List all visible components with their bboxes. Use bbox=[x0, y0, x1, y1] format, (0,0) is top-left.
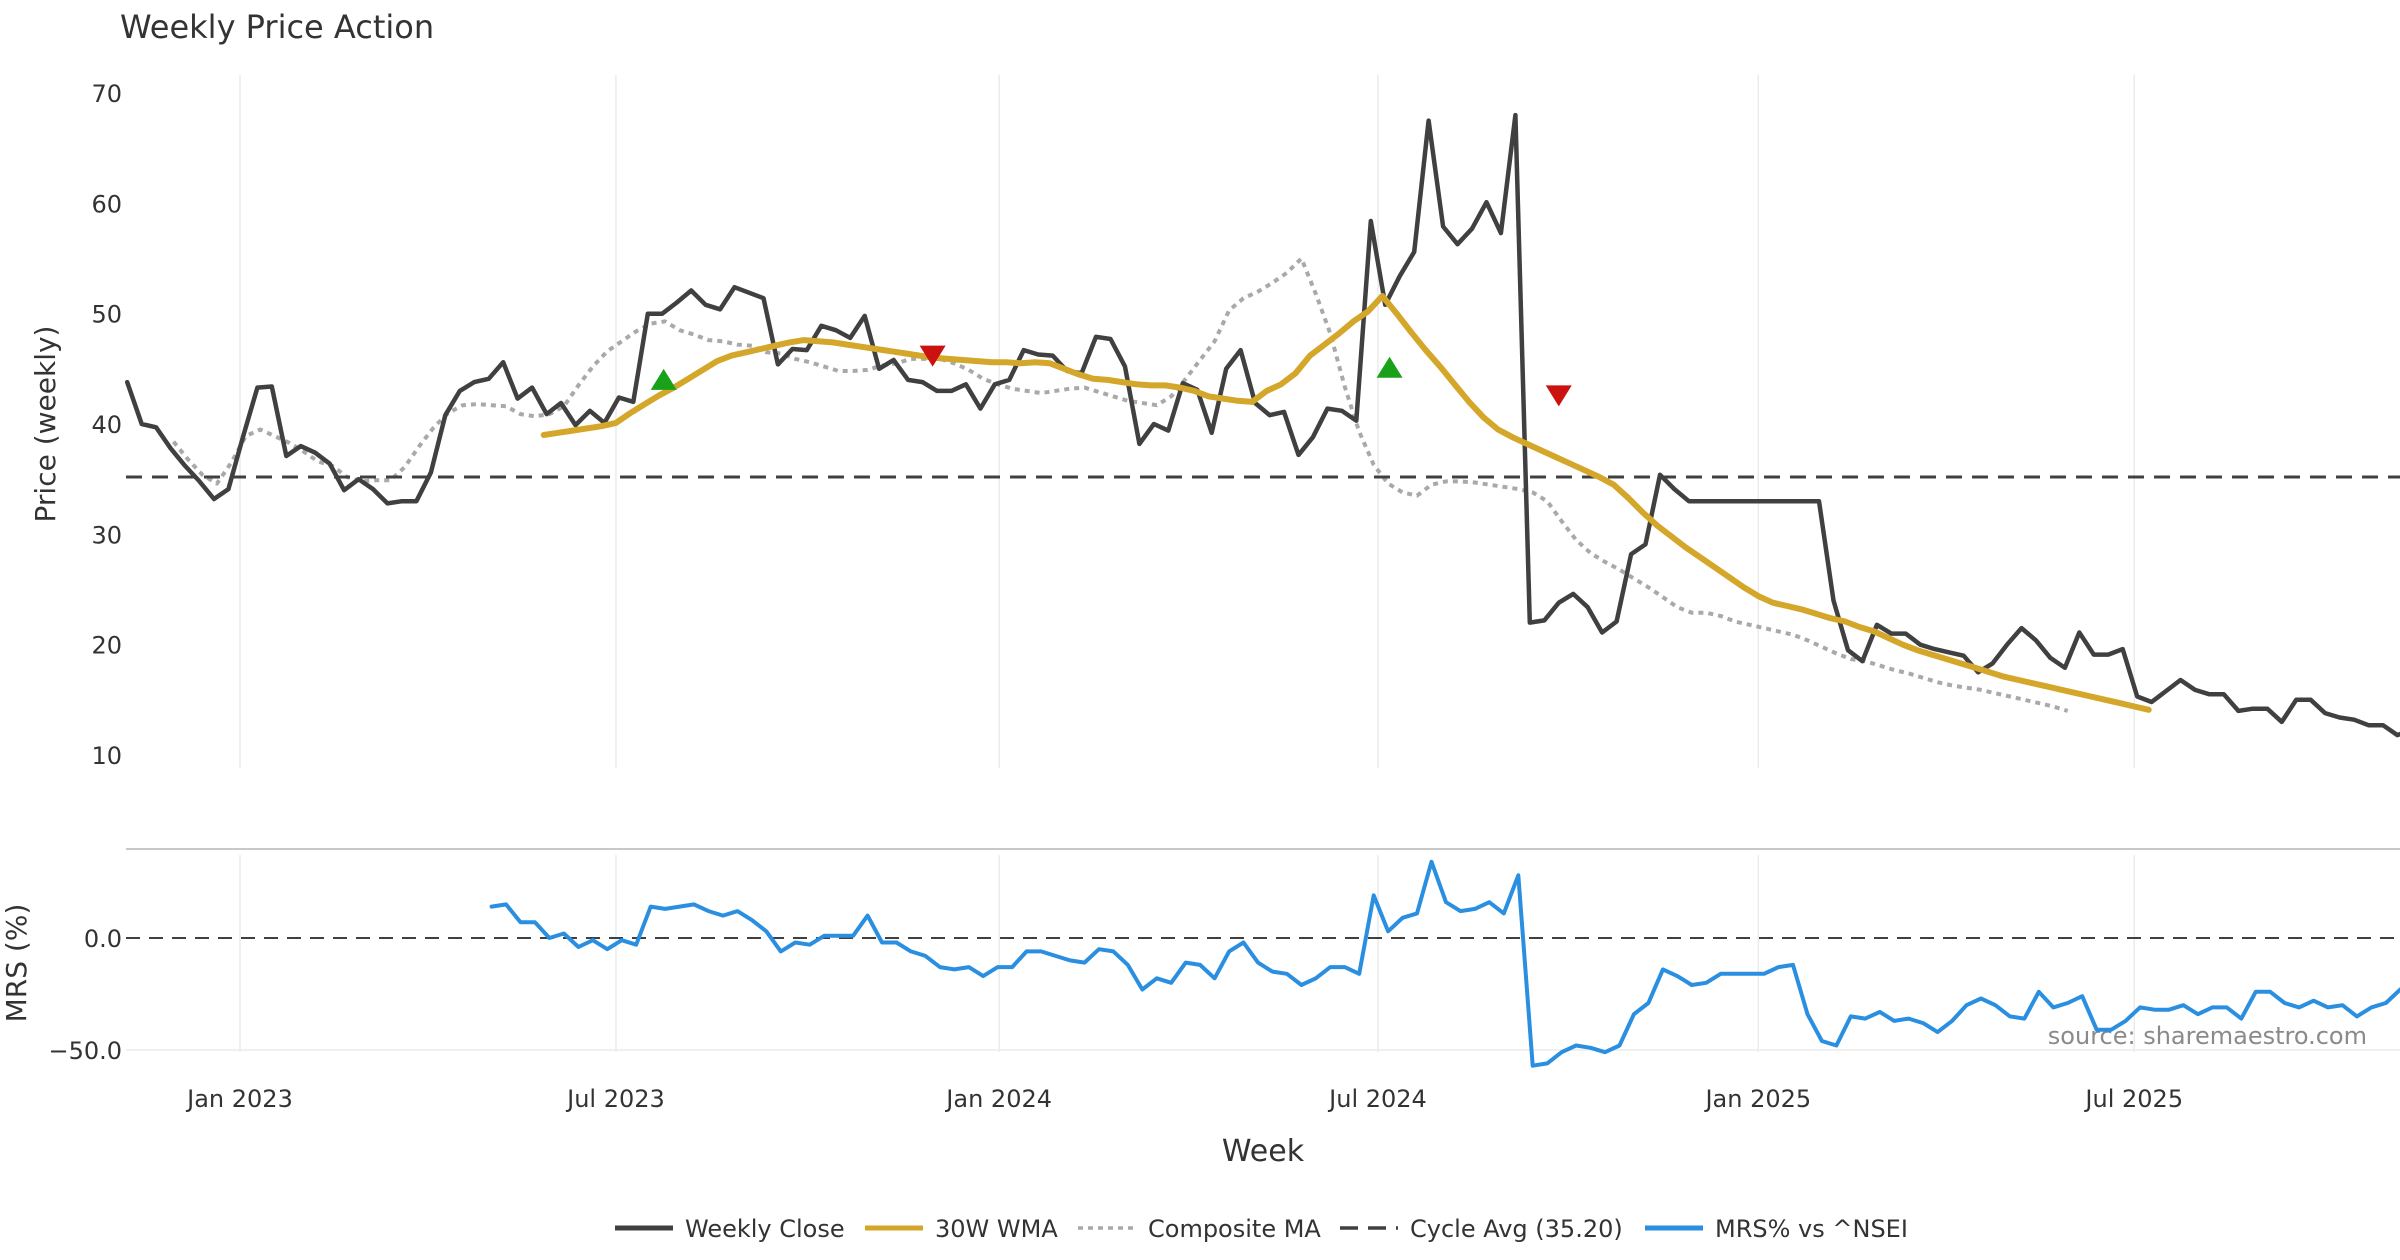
mrs-line bbox=[489, 859, 2400, 1068]
price-y-tick-label: 10 bbox=[91, 742, 122, 770]
buy-signal-marker bbox=[1376, 356, 1403, 378]
signal-markers bbox=[650, 345, 1572, 407]
x-tick-label: Jul 2025 bbox=[2083, 1085, 2183, 1113]
legend-label: MRS% vs ^NSEI bbox=[1715, 1215, 1908, 1243]
sell-signal-marker bbox=[919, 345, 946, 367]
legend: Weekly Close 30W WMA Composite MA Cycle Avg… bbox=[615, 1215, 1908, 1243]
price-series bbox=[124, 112, 2400, 738]
price-grid bbox=[239, 75, 2136, 768]
price-y-tick-label: 70 bbox=[91, 80, 122, 108]
sell-signal-marker bbox=[1545, 385, 1572, 407]
legend-label: Cycle Avg (35.20) bbox=[1410, 1215, 1623, 1243]
chart-title: Weekly Price Action bbox=[120, 8, 434, 46]
price-y-tick-label: 60 bbox=[91, 190, 122, 218]
mrs-y-ticks: 0.0 −50.0 bbox=[48, 925, 122, 1065]
price-y-tick-label: 20 bbox=[91, 632, 122, 660]
source-note: source: sharemaestro.com bbox=[2048, 1022, 2367, 1050]
buy-signal-marker bbox=[650, 368, 677, 390]
x-tick-label: Jan 2024 bbox=[944, 1085, 1052, 1113]
x-tick-label: Jul 2023 bbox=[565, 1085, 665, 1113]
price-y-ticks: 10 20 30 40 50 60 70 bbox=[91, 80, 122, 770]
weekly-close-line bbox=[124, 112, 2400, 738]
mrs-series bbox=[489, 859, 2400, 1068]
x-tick-label: Jan 2023 bbox=[185, 1085, 293, 1113]
legend-label: Weekly Close bbox=[685, 1215, 845, 1243]
x-tick-label: Jul 2024 bbox=[1327, 1085, 1427, 1113]
price-axis-label: Price (weekly) bbox=[29, 326, 62, 523]
price-y-tick-label: 40 bbox=[91, 411, 122, 439]
x-tick-label: Jan 2025 bbox=[1703, 1085, 1811, 1113]
wma-30w-line bbox=[540, 293, 2152, 713]
mrs-y-tick-label: −50.0 bbox=[48, 1037, 122, 1065]
price-y-tick-label: 50 bbox=[91, 301, 122, 329]
legend-label: 30W WMA bbox=[935, 1215, 1058, 1243]
mrs-grid bbox=[126, 855, 2400, 1052]
composite-ma-line bbox=[171, 256, 2069, 713]
mrs-axis-label: MRS (%) bbox=[0, 904, 33, 1023]
legend-label: Composite MA bbox=[1148, 1215, 1321, 1243]
x-axis-label: Week bbox=[1222, 1134, 1305, 1169]
mrs-y-tick-label: 0.0 bbox=[84, 925, 122, 953]
x-axis-ticks: Jan 2023 Jul 2023 Jan 2024 Jul 2024 Jan 2025… bbox=[185, 1085, 2183, 1113]
price-y-tick-label: 30 bbox=[91, 521, 122, 549]
